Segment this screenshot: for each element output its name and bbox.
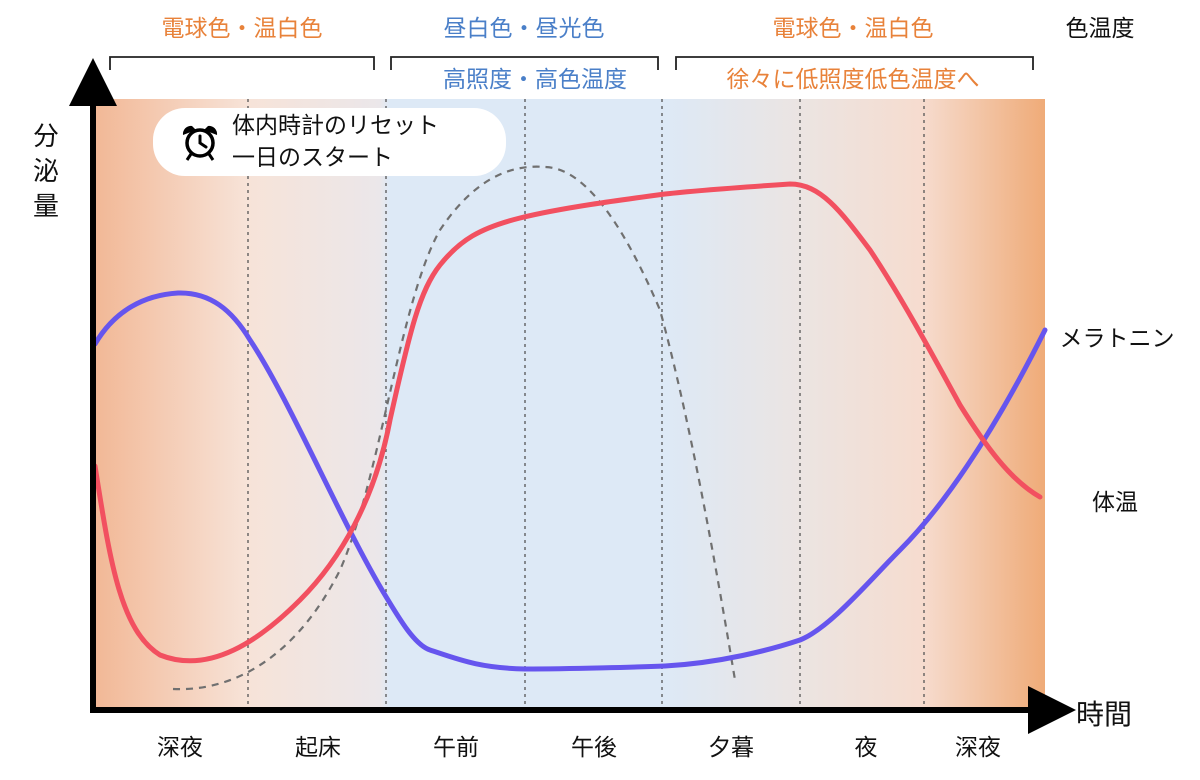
header-middle-label-2: 高照度・高色温度 xyxy=(443,67,627,93)
bracket-right xyxy=(675,56,1034,70)
callout-box xyxy=(153,108,506,176)
dashed-light-curve xyxy=(172,165,737,691)
y-axis-label-char-2: 泌 xyxy=(33,157,59,187)
alarm-clock-icon xyxy=(182,125,218,161)
color-temp-label: 色温度 xyxy=(1066,16,1135,42)
melatonin-label: メラトニン xyxy=(1060,326,1175,352)
x-tick-label: 夜 xyxy=(855,735,878,761)
header-right-label-1: 電球色・温白色 xyxy=(773,16,934,42)
callout-line-2: 一日のスタート xyxy=(232,145,393,171)
bracket-middle xyxy=(390,56,659,70)
x-tick-label: 起床 xyxy=(295,735,341,761)
y-axis-label-char-1: 分 xyxy=(33,122,59,152)
header-middle-label-1: 昼白色・昼光色 xyxy=(444,16,605,42)
header-right-label-2: 徐々に低照度低色温度へ xyxy=(727,67,980,93)
callout: 体内時計のリセット 一日のスタート xyxy=(153,108,506,176)
x-tick-label: 午後 xyxy=(571,735,617,761)
body-temp-label: 体温 xyxy=(1092,490,1138,516)
body-temp-curve xyxy=(92,181,1043,664)
y-axis-label-char-3: 量 xyxy=(33,192,59,222)
callout-line-1: 体内時計のリセット xyxy=(232,113,439,139)
bracket-left xyxy=(109,56,375,70)
x-axis-label: 時間 xyxy=(1076,698,1132,731)
x-tick-label: 深夜 xyxy=(955,735,1001,761)
x-tick-labels: 深夜 起床 午前 午後 夕暮 夜 深夜 xyxy=(157,735,1001,761)
melatonin-curve xyxy=(92,290,1048,672)
x-tick-label: 深夜 xyxy=(157,735,203,761)
x-tick-label: 午前 xyxy=(433,735,479,761)
color-temperature-background xyxy=(95,99,1045,710)
header-left-label: 電球色・温白色 xyxy=(162,16,323,42)
y-axis-label: 分 泌 量 xyxy=(33,122,59,222)
x-tick-label: 夕暮 xyxy=(708,735,754,761)
